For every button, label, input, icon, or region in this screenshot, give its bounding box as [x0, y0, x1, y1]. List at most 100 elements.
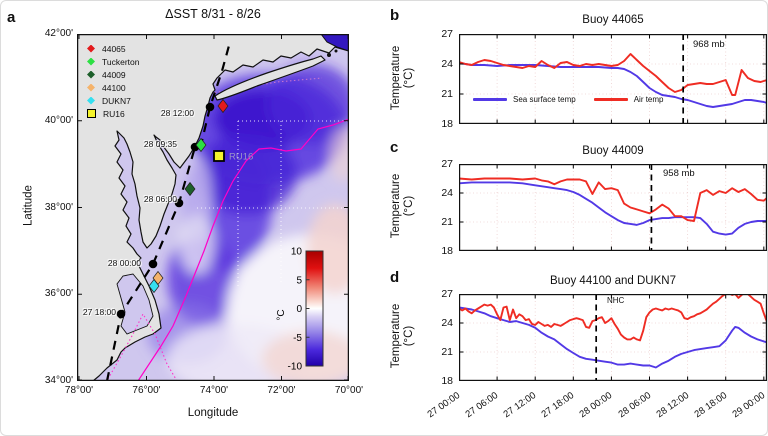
pressure-annotation-b: 968 mb — [693, 39, 725, 50]
graticule-dotted — [197, 120, 349, 289]
grid-lines — [459, 34, 767, 124]
map-xtick: 70°00' — [334, 385, 364, 396]
map-ytick: 38°00' — [44, 201, 73, 213]
glider-legend-marker — [87, 109, 96, 118]
track-fix-dot — [116, 309, 126, 319]
track-fix-dot — [174, 198, 184, 208]
station-44065 — [217, 98, 229, 114]
plot-frame — [459, 294, 767, 381]
gulf-stream-front — [137, 118, 349, 381]
chart-ytick: 24 — [441, 186, 453, 199]
chart-ytick: 21 — [441, 215, 453, 228]
colorbar-tick-labels: 10 5 0 -5 -10 — [288, 247, 310, 373]
chart-b — [459, 34, 767, 124]
map-legend: 44065 Tuckerton 44009 44100 DUKN7 RU16 — [87, 42, 139, 120]
panel-letter-b: b — [390, 7, 400, 24]
pamlico-sound — [116, 273, 154, 335]
chart-ytick: 18 — [441, 244, 453, 257]
colorbar-unit-label: °C — [276, 309, 287, 320]
chart-ylabel-b: Temperature (°C) — [390, 45, 415, 111]
chart-ytick: 21 — [441, 345, 453, 358]
map-legend-label: Tuckerton — [102, 56, 140, 67]
corner-water — [320, 34, 349, 52]
buoy-legend-marker — [87, 57, 95, 66]
track-fix-dot — [205, 102, 215, 112]
colorbar: 10 5 0 -5 -10 °C — [276, 247, 324, 373]
map-legend-item: 44065 — [87, 42, 139, 55]
panel-letter-d: d — [390, 269, 400, 286]
chart-title-d: Buoy 44100 and DUKN7 — [550, 275, 676, 287]
chart-d — [459, 294, 767, 381]
map-title: ΔSST 8/31 - 8/26 — [165, 7, 261, 21]
sst-legend-line — [473, 98, 507, 101]
pressure-annotation-c: 958 mb — [663, 168, 695, 179]
long-island — [214, 55, 326, 101]
chart-ytick: 18 — [441, 117, 453, 130]
grid-lines — [459, 164, 767, 251]
isobath-dotted-ne — [206, 77, 323, 95]
island — [327, 53, 331, 57]
map-legend-item: Tuckerton — [87, 55, 139, 68]
plot-frame — [459, 34, 767, 124]
station-DUKN7 — [148, 278, 160, 294]
station-markers: RU16 — [148, 98, 253, 294]
map-xlabel: Longitude — [187, 407, 239, 419]
map-legend-label: DUKN7 — [102, 95, 131, 106]
glider-label: RU16 — [229, 152, 253, 163]
map-xtick: 76°00' — [132, 385, 161, 396]
hurricane-track-line — [105, 41, 232, 381]
chart-c — [459, 164, 767, 251]
storm-track — [105, 41, 232, 381]
track-time-label: 28 06:00 — [143, 194, 177, 204]
buoy-legend-marker — [87, 96, 95, 105]
panel-letter-a: a — [7, 9, 16, 26]
plot-frame — [459, 164, 767, 251]
map-ytick: 42°00' — [44, 28, 73, 39]
map-canvas: RU16 10 5 0 -5 -10 °C — [77, 34, 349, 381]
chart-title-c: Buoy 44009 — [582, 145, 644, 157]
colorbar-tick: -5 — [293, 333, 302, 344]
nhc-annotation-d: NHC — [607, 296, 625, 305]
map-ytick: 40°00' — [44, 114, 73, 126]
map-legend-item: RU16 — [87, 107, 139, 120]
island — [334, 49, 338, 53]
map-legend-label: 44009 — [102, 69, 126, 80]
chart-ytick: 24 — [441, 57, 453, 70]
station-44009 — [184, 181, 196, 197]
buoy-legend-marker — [87, 70, 95, 79]
map-legend-item: 44100 — [87, 81, 139, 94]
chart-ytick: 24 — [441, 316, 453, 329]
chart-ytick: 21 — [441, 87, 453, 100]
chart-ytick: 18 — [441, 374, 453, 387]
map-legend-label: 44100 — [102, 82, 126, 93]
colorbar-tick: -10 — [288, 362, 303, 373]
track-time-label: 28 00:00 — [107, 258, 141, 268]
air-temp-line — [459, 294, 767, 342]
map-xtick: 74°00' — [199, 385, 229, 396]
air-temp-line — [459, 177, 767, 222]
air-legend-line — [593, 98, 628, 101]
axis-ticks — [459, 164, 767, 251]
map-legend-label: 44065 — [102, 43, 126, 54]
buoy-legend-marker — [87, 83, 95, 92]
map-legend-item: DUKN7 — [87, 94, 139, 107]
sst-line — [459, 306, 767, 369]
chart-ytick: 27 — [441, 27, 453, 40]
buoy-legend-marker — [87, 44, 95, 53]
chart-ylabel-c: Temperature (°C) — [390, 173, 415, 239]
panel-letter-c: c — [390, 139, 399, 156]
track-time-label: 27 18:00 — [82, 307, 116, 317]
chart-ylabel-d: Temperature (°C) — [390, 303, 415, 369]
colorbar-tick: 0 — [296, 304, 302, 315]
gulf-stream-front-dotted — [107, 312, 178, 381]
track-time-label: 28 12:00 — [160, 108, 194, 118]
sst-legend-label: Sea surface temp — [513, 95, 576, 104]
chart-title-b: Buoy 44065 — [582, 14, 644, 26]
map-frame — [77, 34, 349, 381]
sst-line — [459, 181, 767, 236]
chart-legend: Sea surface temp Air temp — [473, 95, 664, 104]
track-fix-dot — [148, 259, 158, 269]
colorbar-tick: 10 — [291, 247, 303, 258]
station-Tuckerton — [195, 137, 207, 153]
air-temp-line — [459, 53, 767, 96]
